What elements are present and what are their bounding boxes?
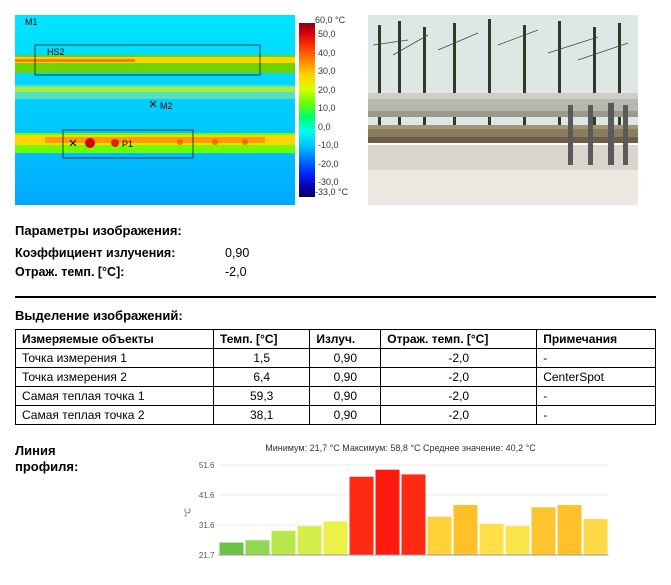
table-cell: Точка измерения 2: [16, 367, 214, 386]
table-header: Примечания: [537, 329, 656, 348]
image-row: M1 HS2 M2 P1 60,0 °C 50,040,030,020,010,: [15, 15, 656, 205]
table-cell: Точка измерения 1: [16, 348, 214, 367]
table-cell: CenterSpot: [537, 367, 656, 386]
table-cell: 59,3: [213, 386, 309, 405]
table-cell: 6,4: [213, 367, 309, 386]
profile-section: Линия профиля: Минимум: 21,7 °C Максимум…: [15, 443, 656, 570]
profile-bar: [480, 523, 504, 554]
param-label: Отраж. темп. [°C]:: [15, 263, 215, 282]
table-section: Выделение изображений: Измеряемые объект…: [15, 308, 656, 425]
table-cell: 0,90: [310, 348, 381, 367]
table-cell: -: [537, 405, 656, 424]
profile-bar: [558, 504, 582, 554]
param-label: Коэффициент излучения:: [15, 244, 215, 263]
param-row: Отраж. темп. [°C]: -2,0: [15, 263, 656, 282]
colorbar-top: 60,0 °C: [315, 15, 348, 25]
marker-p1: P1: [122, 139, 133, 149]
profile-ytick: 21.7: [199, 551, 215, 560]
colorbar-tick: 10,0: [318, 103, 348, 113]
profile-bar: [428, 516, 452, 554]
table-cell: -: [537, 348, 656, 367]
colorbar-ticks: 50,0 40,0 30,0 20,0 10,0 0,0 -10,0 -20,0 -30,0: [315, 29, 348, 187]
colorbar-tick: 0,0: [318, 122, 348, 132]
table-cell: 0,90: [310, 405, 381, 424]
table-header: Темп. [°C]: [213, 329, 309, 348]
profile-bar: [220, 542, 244, 554]
colorbar: 60,0 °C 50,0 40,0 30,0 20,0 10,0 0,0 -10,0 -20,…: [299, 15, 348, 205]
table-cell: 0,90: [310, 367, 381, 386]
colorbar-tick: 50,0: [318, 29, 348, 39]
colorbar-tick: 20,0: [318, 85, 348, 95]
thermal-image: M1 HS2 M2 P1: [15, 15, 295, 205]
photo-image: [368, 15, 638, 205]
profile-bar: [584, 519, 608, 555]
profile-ytick: 51.6: [199, 461, 215, 470]
profile-bar: [402, 474, 426, 555]
marker-m2: M2: [160, 101, 173, 111]
colorbar-bottom: -33,0 °C: [315, 187, 348, 197]
profile-bar: [350, 476, 374, 554]
table-cell: -: [537, 386, 656, 405]
params-title: Параметры изображения:: [15, 223, 656, 238]
measurements-table: Измеряемые объектыТемп. [°C]Излуч.Отраж.…: [15, 329, 656, 425]
param-row: Коэффициент излучения: 0,90: [15, 244, 656, 263]
profile-ytick: 41.6: [199, 491, 215, 500]
table-cell: -2,0: [381, 405, 537, 424]
colorbar-tick: 40,0: [318, 48, 348, 58]
profile-bar: [376, 469, 400, 554]
colorbar-tick: -30,0: [318, 177, 348, 187]
param-value: -2,0: [225, 263, 285, 282]
profile-stats: Минимум: 21,7 °C Максимум: 58,8 °C Средн…: [145, 443, 656, 453]
profile-bar: [532, 507, 556, 555]
profile-bar: [272, 530, 296, 554]
profile-bar: [454, 504, 478, 554]
thermal-panel: M1 HS2 M2 P1 60,0 °C 50,040,030,020,010,: [15, 15, 348, 205]
profile-bar: [298, 526, 322, 555]
profile-chart: Минимум: 21,7 °C Максимум: 58,8 °C Средн…: [145, 443, 656, 570]
params-section: Параметры изображения: Коэффициент излуч…: [15, 223, 656, 282]
table-cell: Самая теплая точка 1: [16, 386, 214, 405]
profile-y-unit: °C: [184, 507, 193, 516]
marker-hs2: HS2: [47, 47, 65, 57]
table-row: Самая теплая точка 238,10,90-2,0-: [16, 405, 656, 424]
table-header: Измеряемые объекты: [16, 329, 214, 348]
profile-bar: [246, 540, 270, 555]
table-cell: -2,0: [381, 386, 537, 405]
profile-ytick: 31.6: [199, 521, 215, 530]
param-value: 0,90: [225, 244, 285, 263]
table-cell: 38,1: [213, 405, 309, 424]
colorbar-tick: -10,0: [318, 140, 348, 150]
divider: [15, 296, 656, 298]
table-cell: -2,0: [381, 367, 537, 386]
table-row: Точка измерения 11,50,90-2,0-: [16, 348, 656, 367]
table-row: Точка измерения 26,40,90-2,0CenterSpot: [16, 367, 656, 386]
colorbar-tick: 30,0: [318, 66, 348, 76]
profile-label: Линия профиля:: [15, 443, 115, 477]
profile-bar: [506, 526, 530, 555]
table-section-title: Выделение изображений:: [15, 308, 656, 323]
colorbar-tick: -20,0: [318, 159, 348, 169]
table-cell: -2,0: [381, 348, 537, 367]
table-header: Отраж. темп. [°C]: [381, 329, 537, 348]
profile-bar: [324, 521, 348, 555]
marker-m1: M1: [25, 17, 38, 27]
table-cell: 0,90: [310, 386, 381, 405]
table-row: Самая теплая точка 159,30,90-2,0-: [16, 386, 656, 405]
table-cell: 1,5: [213, 348, 309, 367]
table-header: Излуч.: [310, 329, 381, 348]
table-cell: Самая теплая точка 2: [16, 405, 214, 424]
